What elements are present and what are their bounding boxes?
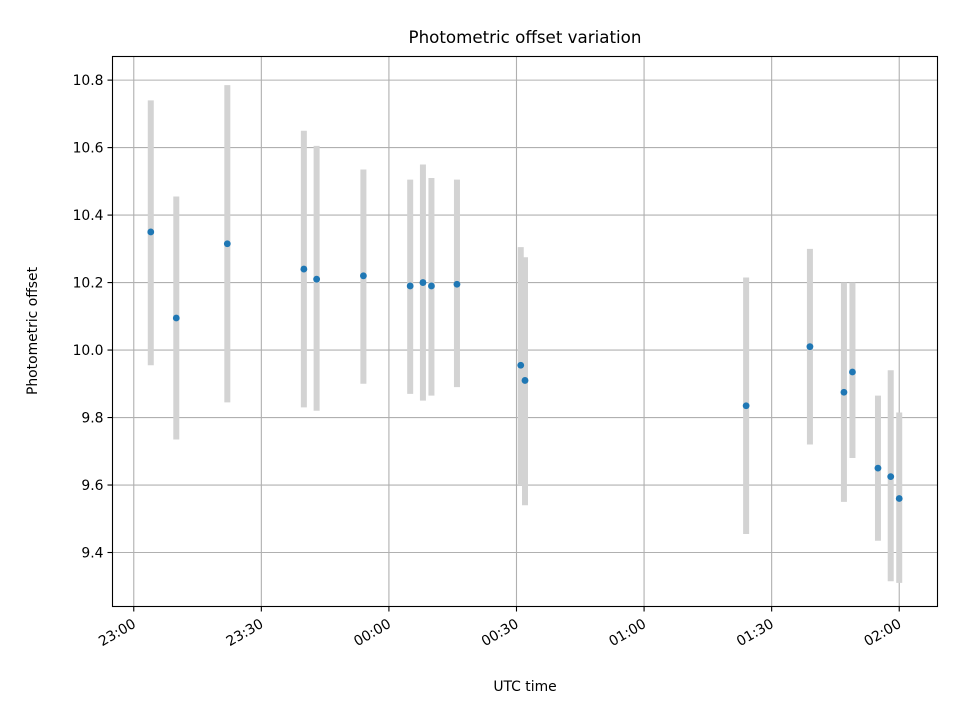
y-tick-label: 9.6 [81,478,103,494]
data-point [521,377,529,384]
data-point [313,275,321,283]
grid [112,56,938,607]
y-tick-label: 9.8 [81,411,103,427]
x-axis-label: UTC time [493,679,556,695]
data-point [360,272,367,280]
data-point [428,282,435,290]
y-tick-label: 10.0 [73,343,104,359]
data-point [223,240,231,248]
data-point [806,343,814,351]
data-point [406,282,414,290]
data-point [840,388,848,396]
y-tick-label: 10.8 [73,73,104,89]
chart-title: Photometric offset variation [409,27,642,47]
y-tick-label: 10.6 [73,141,104,157]
data-point [419,279,427,286]
data-point [517,361,525,369]
data-point [874,464,882,472]
data-point [147,228,155,236]
data-points [147,228,903,502]
plot-frame [111,55,939,608]
data-point [172,314,180,322]
data-point [895,495,903,502]
data-point [887,473,895,480]
data-point [849,368,856,376]
data-point [453,280,461,288]
y-axis-ticks: 9.4 9.6 9.8 10.0 10.2 10.4 10.6 10.8 [73,73,113,562]
y-axis-label: Photometric offset [25,266,41,395]
y-tick-label: 10.4 [73,208,104,224]
data-point [300,265,308,273]
y-tick-label: 10.2 [73,276,104,292]
y-tick-label: 9.4 [81,546,103,562]
data-point [742,402,750,410]
